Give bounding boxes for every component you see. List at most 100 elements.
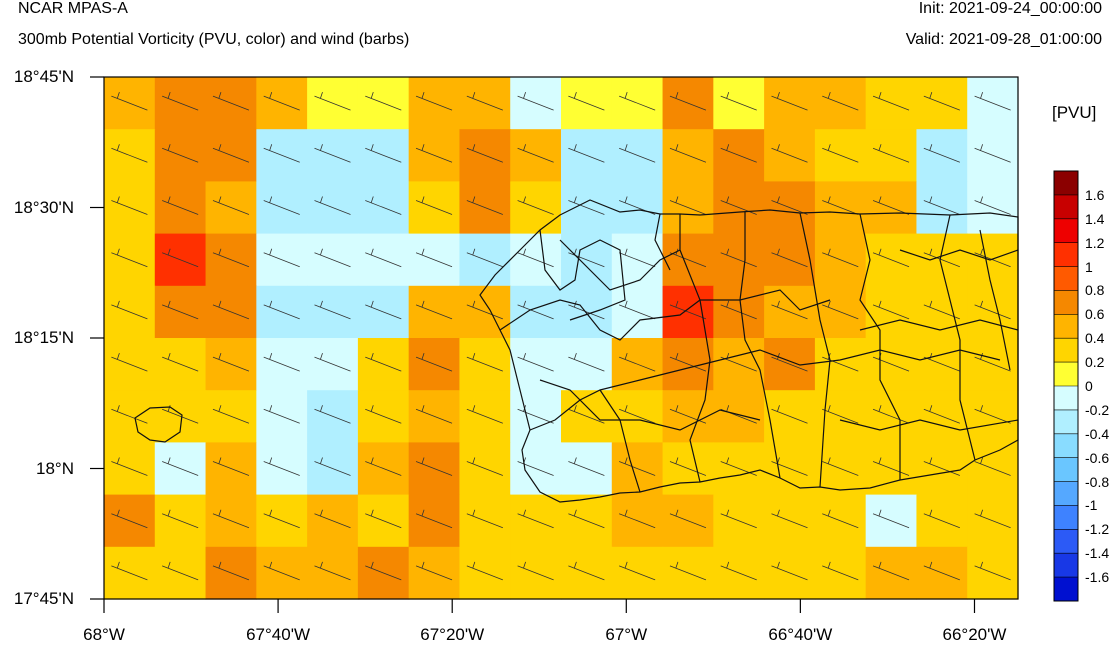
wind-barb [568, 405, 605, 424]
wind-barb [822, 509, 859, 529]
wind-barb [263, 248, 300, 268]
wind-barb [974, 91, 1011, 111]
wind-barb [974, 196, 1011, 215]
colorbar-swatch [1054, 553, 1078, 578]
wind-barb [415, 91, 453, 111]
wind-barb [974, 405, 1011, 424]
wind-barb [771, 144, 808, 163]
colorbar-swatch [1054, 314, 1078, 339]
wind-barb [314, 509, 351, 529]
wind-barb [415, 509, 453, 529]
wind-barb [162, 300, 199, 320]
wind-barb [263, 144, 300, 163]
wind-barb [517, 509, 554, 529]
wind-barb [517, 300, 554, 320]
y-tick-label: 17°45'N [13, 589, 74, 608]
wind-barb [923, 457, 960, 476]
y-tick-label: 18°15'N [13, 328, 74, 347]
wind-barb [162, 405, 199, 424]
wind-barb [872, 91, 910, 111]
colorbar-label: 0.6 [1085, 306, 1105, 323]
wind-barb [466, 144, 503, 163]
wind-barb [822, 248, 859, 268]
wind-barb [162, 457, 199, 476]
wind-barb [466, 405, 503, 424]
wind-barb [415, 248, 453, 268]
wind-barb [619, 352, 656, 372]
wind-barb [212, 457, 250, 476]
colorbar-swatch [1054, 218, 1078, 244]
wind-barb [365, 352, 402, 372]
wind-barb [974, 561, 1011, 581]
wind-barb [619, 405, 656, 424]
wind-barb [872, 248, 910, 268]
wind-barb [111, 457, 148, 476]
municipal-border [599, 389, 641, 493]
colorbar-swatch [1054, 171, 1078, 196]
wind-barb [771, 300, 808, 320]
wind-barb [314, 352, 351, 372]
wind-barb [162, 352, 199, 372]
colorbar-swatch [1054, 290, 1078, 315]
wind-barb [923, 561, 960, 581]
colorbar-label: -1.4 [1085, 545, 1110, 562]
wind-barb [872, 561, 910, 581]
colorbar-swatch [1054, 577, 1078, 602]
wind-barb [872, 405, 910, 424]
x-tick-label: 66°40'W [768, 625, 833, 644]
wind-barb [568, 352, 605, 372]
wind-barb [263, 509, 300, 529]
wind-barb [568, 509, 605, 529]
wind-barb [923, 248, 960, 268]
wind-barbs [111, 91, 1011, 581]
y-tick-label: 18°N [36, 458, 74, 478]
wind-barb [822, 196, 859, 215]
wind-barb [466, 300, 503, 320]
wind-barb [568, 144, 605, 163]
colorbar-label: -1.6 [1085, 569, 1110, 586]
wind-barb [720, 248, 757, 268]
wind-barb [212, 405, 250, 424]
wind-barb [923, 196, 960, 215]
chart-subtitle: 300mb Potential Vorticity (PVU, color) a… [18, 31, 410, 48]
municipal-border [739, 212, 781, 479]
wind-barb [466, 248, 503, 268]
wind-barb [212, 248, 250, 268]
municipal-border [939, 214, 976, 461]
wind-barb [365, 457, 402, 476]
puerto-rico-outline [479, 199, 1019, 503]
wind-barb [162, 561, 199, 581]
y-tick-label: 18°45'N [13, 67, 74, 86]
wind-barb [771, 91, 808, 111]
wind-barb [263, 561, 300, 581]
wind-barb [111, 405, 148, 424]
colorbar-swatch [1054, 529, 1078, 554]
wind-barb [212, 352, 250, 372]
wind-barb [466, 457, 503, 476]
pv-grid [104, 77, 1019, 600]
colorbar-label: -0.2 [1085, 401, 1110, 418]
wind-barb [517, 91, 554, 111]
wind-barb [111, 352, 148, 372]
wind-barb [568, 561, 605, 581]
wind-barb [720, 196, 757, 215]
municipal-border [859, 319, 1019, 331]
wind-barb [162, 144, 199, 163]
axis-ticks [90, 76, 976, 613]
municipal-border [899, 249, 1019, 261]
wind-barb [619, 91, 656, 111]
municipal-border [539, 229, 626, 321]
colorbar-label: 1 [1085, 258, 1093, 275]
wind-barb [365, 300, 402, 320]
wind-barb [263, 352, 300, 372]
wind-barb [415, 144, 453, 163]
colorbar-label: 0.8 [1085, 282, 1105, 299]
colorbar-label: -1 [1085, 497, 1098, 514]
wind-barb [669, 457, 707, 476]
wind-barb [669, 300, 707, 320]
wind-barb [517, 196, 554, 215]
wind-barb [872, 457, 910, 476]
wind-barb [314, 91, 351, 111]
colorbar-label: -0.8 [1085, 473, 1110, 490]
